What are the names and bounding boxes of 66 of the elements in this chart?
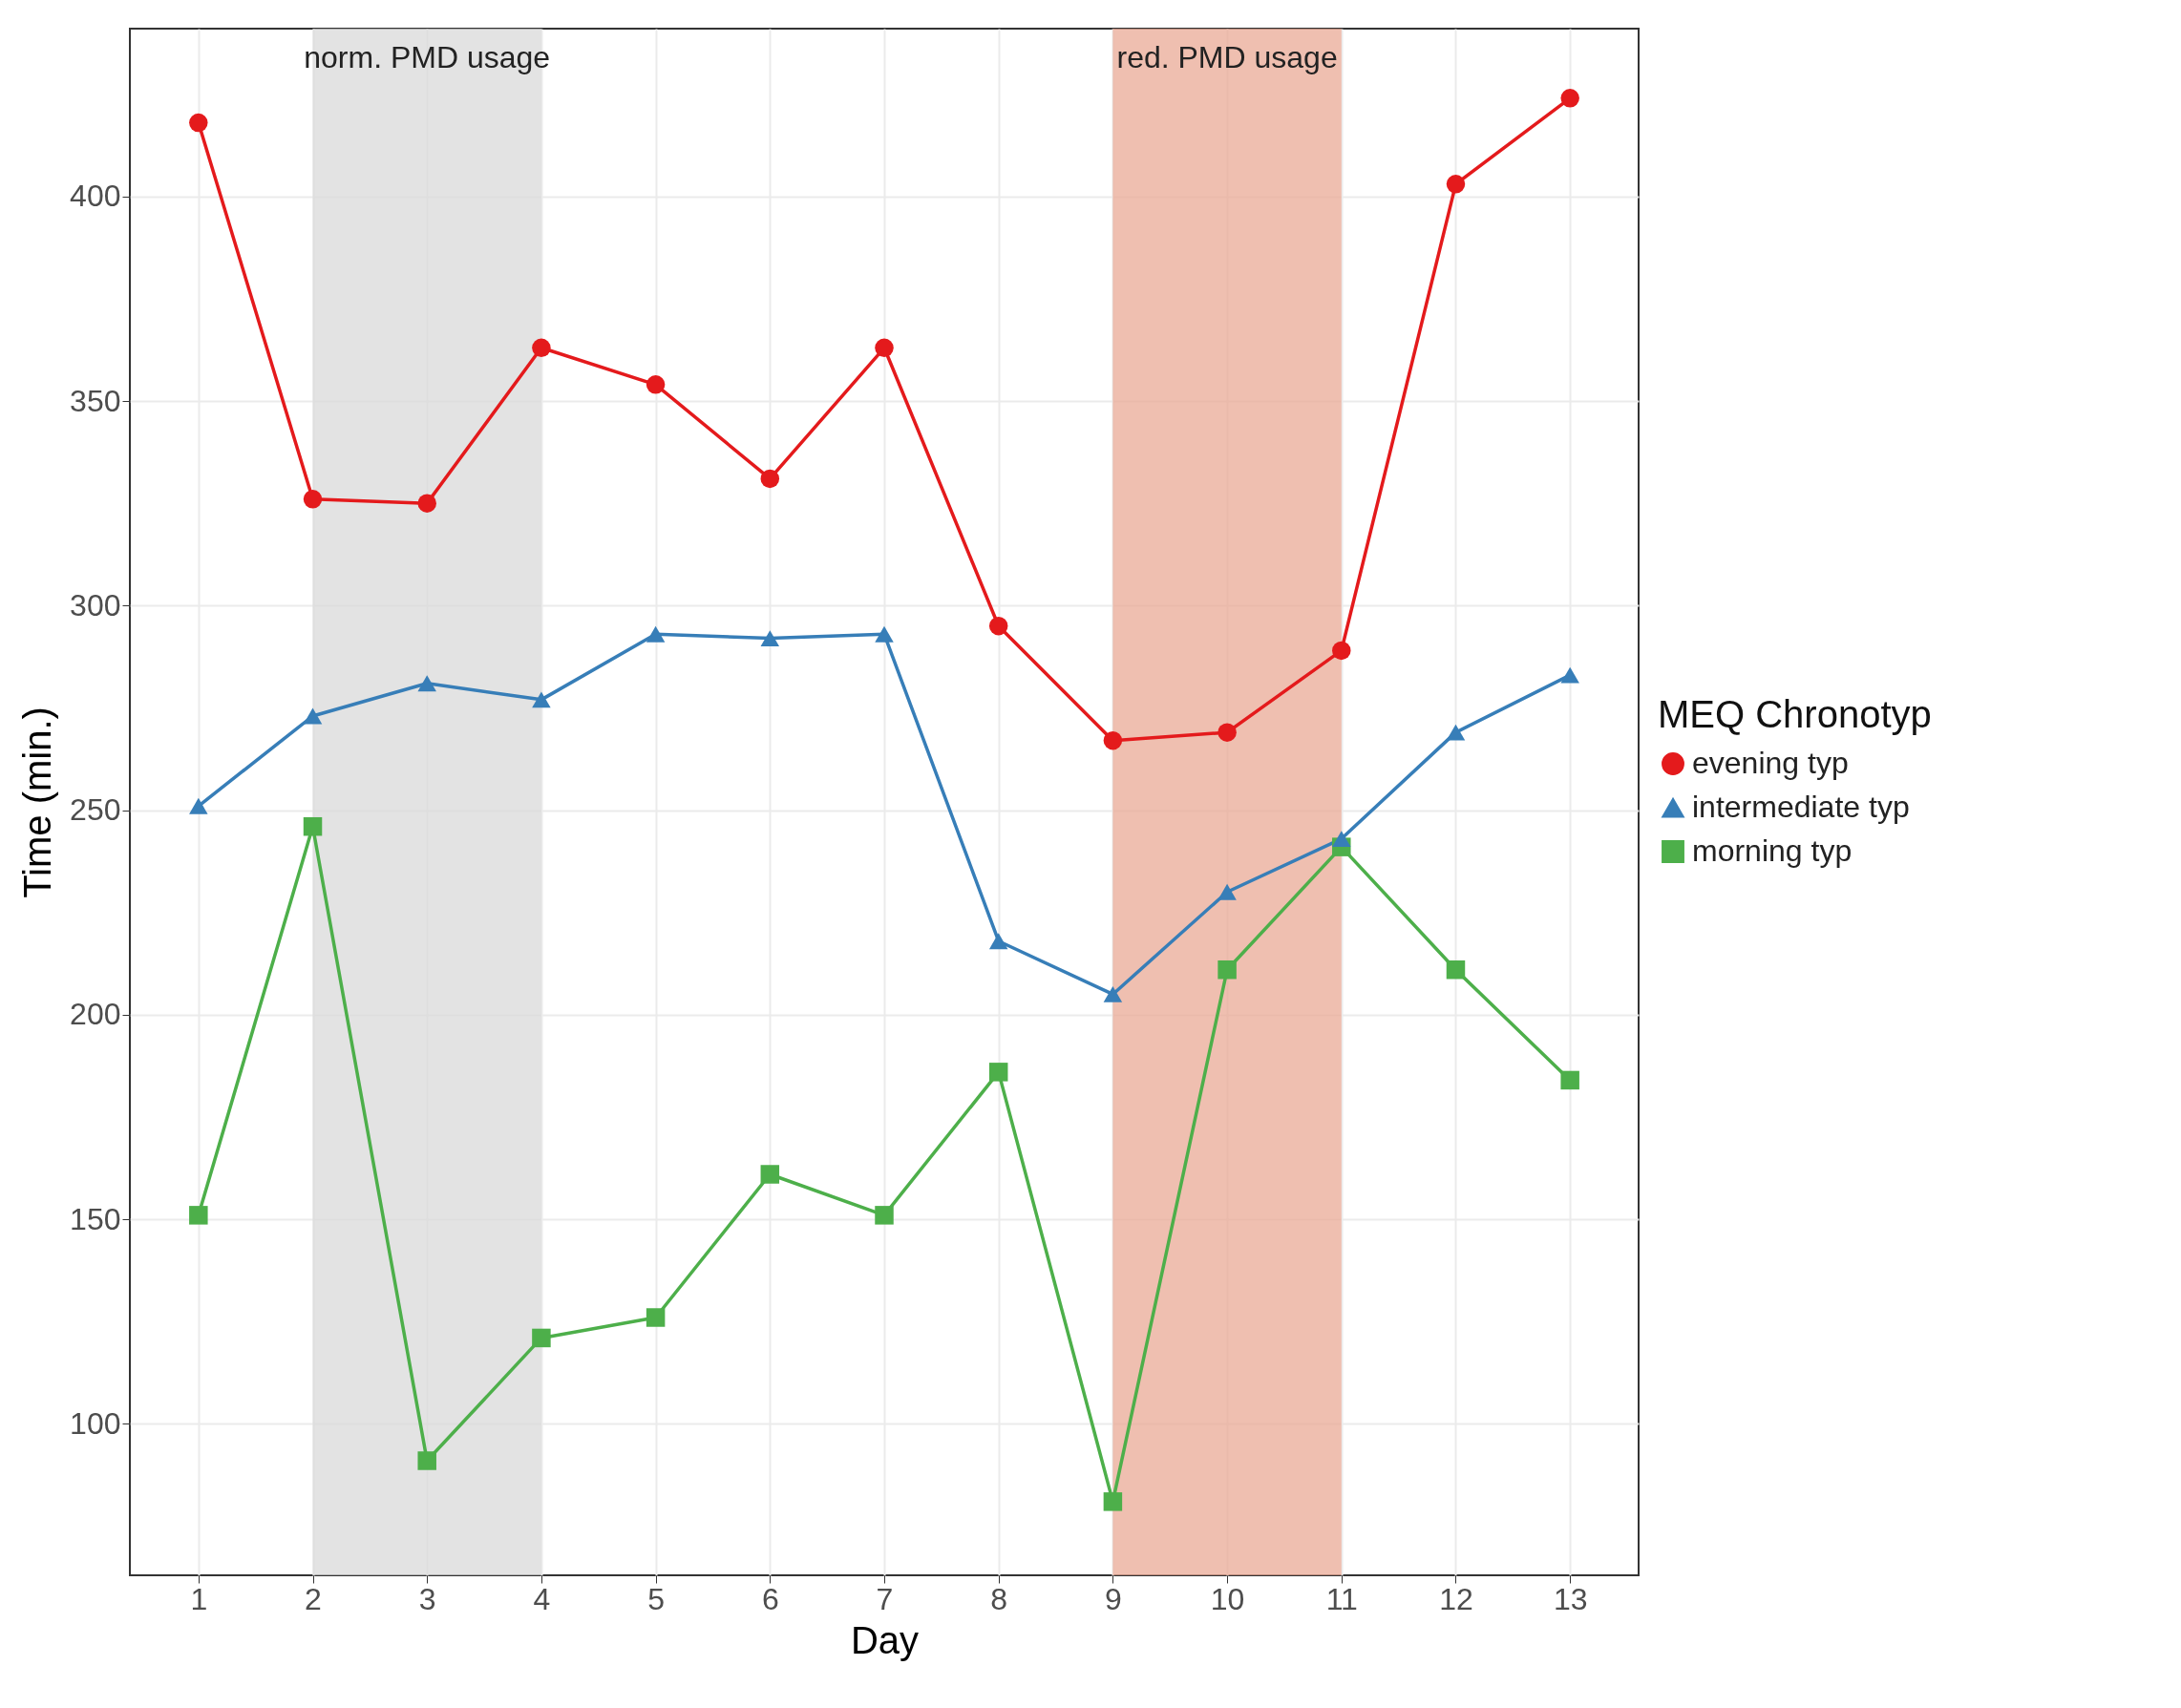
y-tick-label: 300	[70, 587, 121, 622]
x-tick-label: 12	[1439, 1581, 1473, 1616]
x-tick-label: 9	[1105, 1581, 1122, 1616]
point	[189, 1206, 208, 1225]
x-tick-label: 1	[190, 1581, 208, 1616]
point	[646, 375, 666, 394]
point	[417, 494, 436, 513]
y-tick-label: 350	[70, 383, 121, 418]
point	[1218, 883, 1237, 900]
point	[189, 797, 208, 814]
band-label: red. PMD usage	[1116, 40, 1338, 74]
point	[189, 113, 208, 133]
x-tick-label: 5	[647, 1581, 665, 1616]
x-tick-label: 10	[1210, 1581, 1245, 1616]
point	[875, 338, 894, 358]
point	[988, 933, 1008, 950]
x-tick-label: 4	[533, 1581, 551, 1616]
point	[532, 691, 551, 708]
point	[988, 616, 1008, 636]
point	[646, 1308, 666, 1327]
point	[760, 630, 780, 647]
y-tick-label: 400	[70, 179, 121, 214]
point	[1560, 666, 1579, 684]
point	[1332, 641, 1351, 661]
x-tick-label: 13	[1553, 1581, 1588, 1616]
point	[1218, 723, 1237, 742]
x-tick-label: 3	[418, 1581, 436, 1616]
point	[646, 625, 666, 643]
y-axis-title: Time (min.)	[16, 706, 59, 898]
point	[1446, 175, 1466, 194]
point	[1103, 1492, 1123, 1511]
point	[417, 675, 436, 692]
point	[1332, 831, 1351, 848]
point	[1560, 89, 1579, 108]
band-label: norm. PMD usage	[304, 40, 551, 74]
point	[875, 1206, 894, 1225]
x-tick-label: 8	[990, 1581, 1008, 1616]
legend-label: morning typ	[1692, 833, 1853, 868]
point	[1103, 730, 1123, 750]
point	[760, 469, 780, 489]
legend-label: evening typ	[1692, 746, 1849, 780]
legend-label: intermediate typ	[1692, 790, 1910, 824]
point	[1446, 724, 1466, 741]
point	[1560, 1070, 1579, 1090]
point	[417, 1451, 436, 1470]
y-tick-label: 150	[70, 1201, 121, 1236]
point	[1218, 959, 1237, 980]
point	[875, 625, 894, 643]
point	[532, 338, 551, 358]
y-tick-label: 250	[70, 792, 121, 828]
point	[988, 1063, 1008, 1082]
y-tick-label: 200	[70, 997, 121, 1032]
x-axis-title: Day	[850, 1618, 920, 1661]
y-tick-label: 100	[70, 1405, 121, 1441]
point	[532, 1328, 551, 1348]
point	[760, 1165, 780, 1184]
x-tick-label: 2	[305, 1581, 322, 1616]
point	[1103, 985, 1123, 1002]
legend-title: MEQ Chronotyp	[1658, 693, 1932, 735]
x-tick-label: 6	[761, 1581, 779, 1616]
point	[303, 816, 323, 836]
x-tick-label: 11	[1325, 1581, 1358, 1616]
point	[303, 707, 323, 725]
x-tick-label: 7	[876, 1581, 894, 1616]
point	[1446, 959, 1466, 980]
point	[303, 490, 323, 509]
